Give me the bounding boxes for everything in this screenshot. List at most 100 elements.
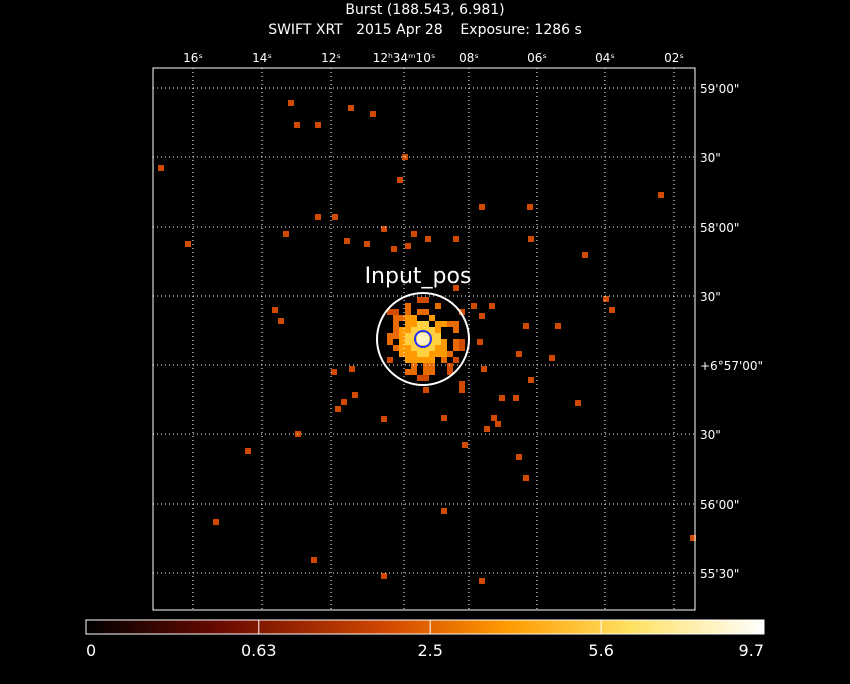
photon-pixel [405, 351, 411, 357]
photon-pixel [245, 448, 251, 454]
photon-pixel [423, 375, 429, 381]
photon-pixel [429, 363, 435, 369]
photon-pixel [348, 105, 354, 111]
photon-pixel [294, 122, 300, 128]
photon-pixel [423, 345, 429, 351]
photon-pixel [423, 309, 429, 315]
photon-pixel [453, 285, 459, 291]
dec-label: +6°57'00" [700, 359, 763, 373]
colorbar-tick-label: 0.63 [241, 641, 277, 660]
photon-pixel [447, 369, 453, 375]
title: Burst (188.543, 6.981) [345, 2, 504, 18]
photon-pixel [528, 377, 534, 383]
photon-pixel [690, 535, 696, 541]
photon-pixel [213, 519, 219, 525]
photon-pixel [399, 327, 405, 333]
photon-pixel [527, 204, 533, 210]
photon-pixel [405, 333, 411, 339]
photon-pixel [405, 369, 411, 375]
photon-pixel [393, 327, 399, 333]
photon-pixel [411, 339, 417, 345]
dec-label: 30" [700, 151, 721, 165]
photon-pixel [489, 303, 495, 309]
photon-pixel [479, 578, 485, 584]
photon-pixel [381, 226, 387, 232]
photon-pixel [423, 351, 429, 357]
photon-pixel [399, 339, 405, 345]
photon-pixel [381, 573, 387, 579]
photon-pixel [495, 421, 501, 427]
photon-pixel [423, 369, 429, 375]
photon-pixel [381, 416, 387, 422]
ra-label: 08ˢ [459, 51, 479, 65]
photon-pixel [387, 333, 393, 339]
photon-pixel [429, 327, 435, 333]
photon-pixel [417, 297, 423, 303]
photon-pixel [283, 231, 289, 237]
photon-pixel [411, 321, 417, 327]
photon-pixel [499, 395, 505, 401]
photon-pixel [405, 309, 411, 315]
ra-label: 02ˢ [664, 51, 684, 65]
photon-pixel [479, 313, 485, 319]
ra-label: 04ˢ [595, 51, 615, 65]
photon-pixel [417, 345, 423, 351]
photon-pixel [435, 327, 441, 333]
photon-pixel [453, 339, 459, 345]
photon-pixel [405, 303, 411, 309]
photon-pixel [479, 204, 485, 210]
photon-pixel [459, 345, 465, 351]
photon-pixel [435, 345, 441, 351]
photon-pixel [429, 369, 435, 375]
photon-pixel [411, 315, 417, 321]
colorbar-ticks: 0 0.63 2.5 5.6 9.7 [85, 620, 765, 660]
photon-pixel [185, 241, 191, 247]
photon-pixel [315, 122, 321, 128]
dec-label: 55'30" [700, 567, 739, 581]
photon-pixel [405, 321, 411, 327]
photon-pixel [417, 357, 423, 363]
ra-label: 14ˢ [252, 51, 272, 65]
photon-pixel [453, 236, 459, 242]
photon-pixel [441, 321, 447, 327]
photon-pixel [311, 557, 317, 563]
photon-pixel [405, 327, 411, 333]
photon-pixel [411, 369, 417, 375]
photon-pixel [399, 351, 405, 357]
photon-pixel [429, 345, 435, 351]
photon-pixel [429, 315, 435, 321]
dec-label: 58'00" [700, 221, 739, 235]
grid: 16ˢ 14ˢ 12ˢ 12ʰ34ᵐ10ˢ 08ˢ 06ˢ 04ˢ 02ˢ 59'00" 30" 5… [153, 51, 763, 610]
photon-pixel [423, 297, 429, 303]
colorbar-tick-label: 5.6 [588, 641, 613, 660]
colorbar [85, 619, 765, 635]
photon-pixel [513, 395, 519, 401]
photon-pixel [393, 345, 399, 351]
photon-pixels [158, 100, 696, 584]
photon-pixel [425, 236, 431, 242]
ra-label: 12ˢ [321, 51, 341, 65]
photon-pixel [272, 307, 278, 313]
photon-pixel [523, 475, 529, 481]
photon-pixel [555, 323, 561, 329]
photon-pixel [399, 333, 405, 339]
photon-pixel [417, 333, 423, 339]
photon-pixel [471, 303, 477, 309]
photon-pixel [399, 345, 405, 351]
photon-pixel [441, 351, 447, 357]
photon-pixel [417, 351, 423, 357]
dec-label: 56'00" [700, 498, 739, 512]
photon-pixel [387, 339, 393, 345]
photon-pixel [423, 321, 429, 327]
photon-pixel [332, 214, 338, 220]
photon-pixel [352, 392, 358, 398]
photon-pixel [582, 252, 588, 258]
photon-pixel [453, 357, 459, 363]
photon-pixel [278, 318, 284, 324]
photon-pixel [158, 165, 164, 171]
photon-pixel [341, 399, 347, 405]
position-marker [414, 330, 432, 348]
photon-pixel [411, 351, 417, 357]
photon-pixel [459, 309, 465, 315]
photon-pixel [405, 357, 411, 363]
